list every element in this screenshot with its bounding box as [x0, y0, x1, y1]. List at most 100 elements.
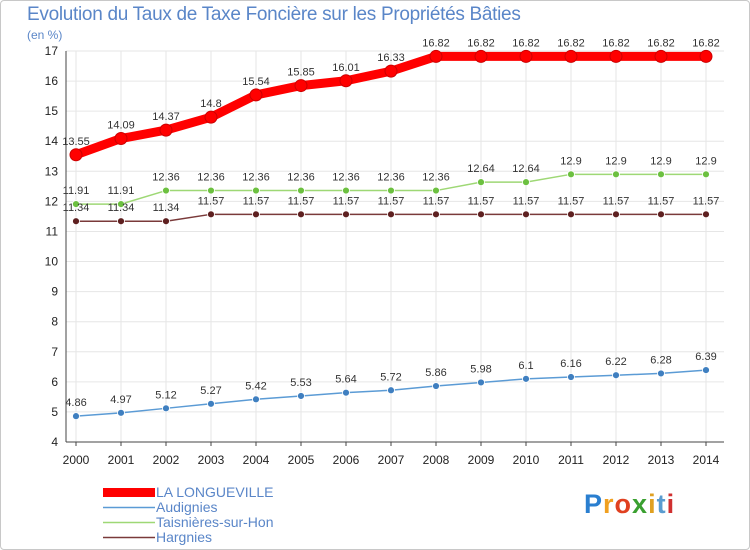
- data-label-audignies: 4.97: [110, 394, 131, 406]
- data-point-taisnieres-sur-hon: [702, 170, 710, 179]
- data-point-la-longueville: [294, 79, 308, 93]
- data-point-audignies: [477, 378, 485, 387]
- data-point-la-longueville: [339, 74, 353, 88]
- data-label-audignies: 5.72: [380, 371, 401, 383]
- data-label-taisnieres-sur-hon: 12.36: [197, 172, 225, 184]
- data-label-hargnies: 11.57: [693, 195, 720, 207]
- data-label-hargnies: 11.57: [378, 195, 405, 207]
- legend-item-la-longueville: LA LONGUEVILLE: [103, 485, 274, 500]
- legend-item-audignies: Audignies: [103, 500, 274, 515]
- data-label-taisnieres-sur-hon: 12.36: [152, 172, 180, 184]
- x-tick-label: 2001: [108, 453, 135, 467]
- data-label-audignies: 5.27: [200, 385, 221, 397]
- data-label-taisnieres-sur-hon: 11.91: [63, 185, 90, 197]
- y-tick-label: 4: [51, 435, 58, 449]
- data-point-hargnies: [477, 210, 485, 219]
- data-label-taisnieres-sur-hon: 12.64: [512, 163, 540, 175]
- grid-lines: [66, 50, 724, 443]
- y-tick-label: 10: [45, 255, 59, 269]
- data-point-hargnies: [387, 210, 395, 219]
- data-label-hargnies: 11.34: [153, 202, 180, 214]
- y-tick-label: 17: [45, 44, 59, 58]
- logo-letter: t: [656, 489, 667, 519]
- data-label-audignies: 5.42: [245, 380, 266, 392]
- logo-letter: i: [648, 489, 657, 519]
- data-point-audignies: [162, 404, 170, 413]
- data-label-hargnies: 11.57: [648, 195, 675, 207]
- data-label-hargnies: 11.57: [288, 195, 315, 207]
- legend-label-hargnies: Hargnies: [156, 529, 213, 545]
- data-label-hargnies: 11.34: [108, 202, 135, 214]
- legend-item-hargnies: Hargnies: [103, 530, 274, 545]
- data-point-hargnies: [342, 210, 350, 219]
- data-label-la-longueville: 16.82: [557, 37, 585, 49]
- data-label-audignies: 5.64: [335, 374, 356, 386]
- data-label-la-longueville: 15.54: [242, 76, 270, 88]
- data-point-hargnies: [117, 217, 125, 226]
- data-label-taisnieres-sur-hon: 12.9: [560, 155, 581, 167]
- data-point-taisnieres-sur-hon: [387, 186, 395, 195]
- legend-label-audignies: Audignies: [156, 499, 218, 515]
- x-tick-label: 2004: [243, 453, 270, 467]
- data-point-taisnieres-sur-hon: [657, 170, 665, 179]
- data-label-hargnies: 11.57: [333, 195, 360, 207]
- data-label-hargnies: 11.57: [513, 195, 540, 207]
- data-label-audignies: 6.22: [605, 356, 626, 368]
- logo-letter: P: [584, 489, 604, 519]
- y-tick-label: 14: [45, 134, 59, 148]
- plot-area: [66, 51, 724, 442]
- data-point-taisnieres-sur-hon: [72, 200, 80, 208]
- data-label-taisnieres-sur-hon: 12.64: [467, 163, 495, 175]
- data-label-la-longueville: 13.55: [62, 136, 90, 148]
- x-tick-label: 2014: [693, 453, 720, 467]
- x-tick-label: 2003: [198, 453, 225, 467]
- data-label-la-longueville: 16.01: [332, 62, 360, 74]
- legend-swatch-hargnies: [103, 536, 155, 539]
- data-point-audignies: [252, 395, 260, 404]
- data-point-audignies: [612, 371, 620, 380]
- data-point-audignies: [297, 392, 305, 400]
- data-label-taisnieres-sur-hon: 12.9: [650, 155, 671, 167]
- data-point-hargnies: [72, 217, 80, 226]
- data-point-audignies: [207, 399, 215, 408]
- data-point-hargnies: [252, 210, 260, 219]
- y-axis-unit: (en %): [27, 28, 63, 42]
- data-point-la-longueville: [699, 49, 713, 63]
- y-tick-label: 8: [51, 315, 58, 329]
- data-point-la-longueville: [654, 49, 668, 63]
- x-tick-label: 2009: [468, 453, 495, 467]
- y-tick-label: 5: [51, 405, 58, 419]
- data-point-la-longueville: [519, 49, 533, 63]
- data-label-audignies: 6.16: [560, 358, 581, 370]
- y-tick-label: 9: [51, 285, 58, 299]
- data-point-hargnies: [207, 210, 215, 219]
- logo-letter: o: [614, 489, 633, 519]
- x-tick-label: 2002: [153, 453, 180, 467]
- legend-label-la-longueville: LA LONGUEVILLE: [156, 484, 274, 500]
- data-label-audignies: 5.98: [470, 363, 491, 375]
- data-label-hargnies: 11.57: [423, 195, 450, 207]
- data-label-audignies: 6.39: [695, 351, 716, 363]
- data-point-la-longueville: [204, 110, 218, 124]
- x-tick-label: 2005: [288, 453, 315, 467]
- data-label-la-longueville: 16.82: [422, 37, 450, 49]
- data-label-la-longueville: 14.8: [200, 98, 221, 110]
- x-tick-label: 2007: [378, 453, 405, 467]
- logo-letter: i: [666, 489, 676, 519]
- y-tick-label: 16: [45, 74, 59, 88]
- data-point-taisnieres-sur-hon: [297, 186, 305, 195]
- data-point-la-longueville: [384, 64, 398, 78]
- data-point-taisnieres-sur-hon: [432, 186, 440, 195]
- data-label-audignies: 5.86: [425, 367, 446, 379]
- logo-letter: x: [632, 489, 649, 519]
- legend-swatch-taisnieres-sur-hon: [103, 521, 155, 524]
- data-point-la-longueville: [69, 148, 83, 162]
- legend: LA LONGUEVILLE Audignies Taisnières-sur-…: [103, 485, 274, 545]
- data-point-la-longueville: [564, 49, 578, 63]
- data-label-taisnieres-sur-hon: 12.36: [287, 172, 315, 184]
- data-label-hargnies: 11.57: [243, 195, 270, 207]
- data-point-hargnies: [162, 217, 170, 226]
- data-point-audignies: [567, 373, 575, 381]
- y-tick-label: 13: [45, 164, 59, 178]
